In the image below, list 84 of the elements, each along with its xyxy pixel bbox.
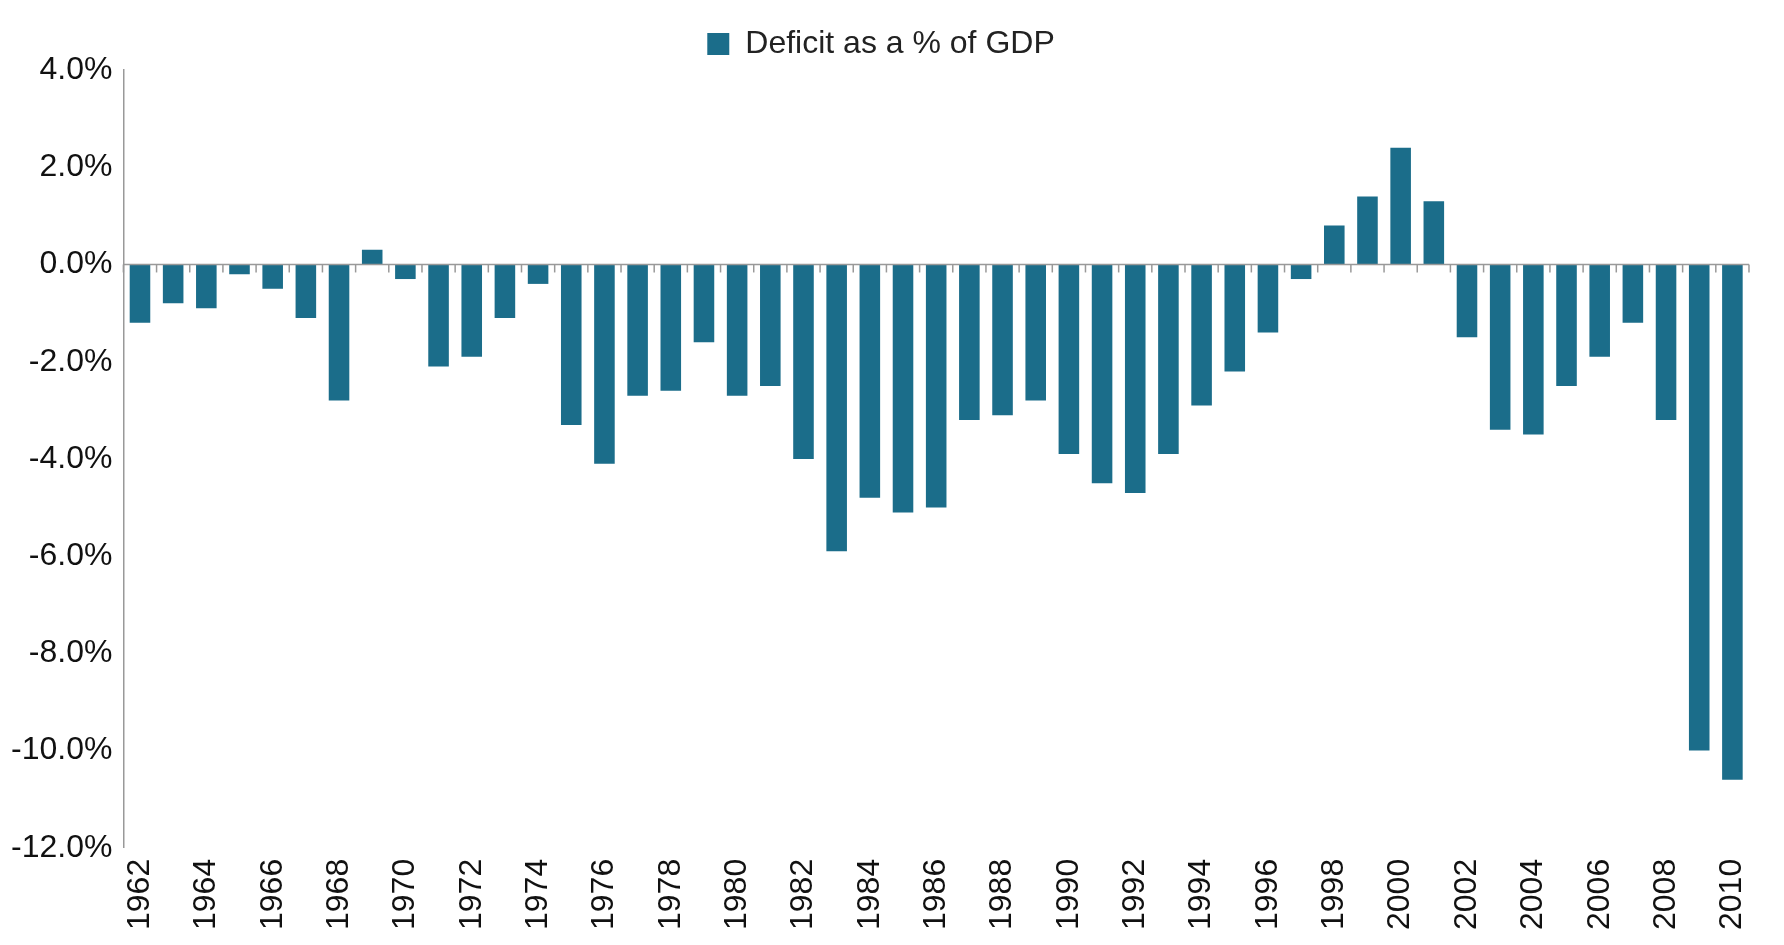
bar [196, 264, 217, 309]
bar [1390, 147, 1411, 265]
x-tick-label: 1998 [1314, 858, 1351, 930]
bar [1589, 264, 1610, 357]
x-tick-label: 1976 [584, 858, 621, 930]
x-tick-label: 2002 [1446, 858, 1483, 930]
bar [1556, 264, 1577, 386]
bar [494, 264, 516, 318]
x-tick-label: 1982 [783, 858, 820, 930]
bar [693, 264, 715, 343]
bar [1423, 201, 1445, 265]
x-tick-label: 1992 [1115, 858, 1152, 930]
bar [1523, 264, 1544, 435]
bar [262, 264, 283, 289]
bar [1456, 264, 1478, 338]
bar [1257, 264, 1279, 333]
y-tick-label: -12.0% [11, 827, 113, 864]
x-tick-label: 1962 [119, 858, 156, 930]
bar [1158, 264, 1179, 455]
y-tick-label: -2.0% [28, 341, 113, 378]
bar [1722, 264, 1743, 780]
bar [1224, 264, 1246, 372]
bar [560, 264, 582, 425]
x-tick-label: 1990 [1048, 858, 1085, 930]
x-tick-label: 1994 [1181, 858, 1218, 930]
legend-label: Deficit as a % of GDP [745, 23, 1055, 60]
bar [793, 264, 814, 459]
x-tick-label: 1986 [916, 858, 953, 930]
bar [892, 264, 914, 513]
bar [859, 264, 881, 498]
bar [627, 264, 648, 396]
bar [162, 264, 184, 304]
x-tick-label: 1978 [650, 858, 687, 930]
bar [527, 264, 549, 284]
bar [660, 264, 682, 391]
x-tick-label: 1970 [385, 858, 422, 930]
x-tick-label: 1968 [318, 858, 355, 930]
bar [129, 264, 151, 323]
x-tick-label: 1984 [849, 858, 886, 930]
bar [461, 264, 483, 357]
x-tick-label: 1964 [186, 858, 223, 930]
y-tick-label: -4.0% [28, 438, 113, 475]
bar [361, 249, 383, 265]
bar [726, 264, 748, 396]
bar [295, 264, 317, 318]
x-tick-label: 1988 [982, 858, 1019, 930]
bar [992, 264, 1013, 416]
bar [594, 264, 615, 464]
bar [1025, 264, 1046, 401]
y-tick-label: 2.0% [39, 147, 113, 184]
bar [1357, 196, 1378, 265]
x-tick-label: 2006 [1579, 858, 1616, 930]
bar [760, 264, 781, 386]
bar [428, 264, 449, 367]
y-tick-label: -8.0% [28, 633, 113, 670]
y-tick-label: 0.0% [39, 244, 113, 281]
bar [1091, 264, 1113, 484]
bar [1124, 264, 1146, 493]
x-tick-label: 1966 [252, 858, 289, 930]
x-tick-label: 1974 [517, 858, 554, 930]
x-tick-label: 2010 [1712, 858, 1749, 930]
x-tick-label: 2000 [1380, 858, 1417, 930]
bar [1688, 264, 1710, 751]
y-tick-label: 4.0% [39, 49, 113, 86]
bar [925, 264, 947, 508]
bar [1324, 225, 1345, 265]
x-tick-label: 2004 [1513, 858, 1550, 930]
x-tick-label: 2008 [1645, 858, 1682, 930]
bar [328, 264, 350, 401]
bar [229, 264, 250, 275]
bar [1290, 264, 1312, 280]
bar [826, 264, 847, 552]
bar [1622, 264, 1644, 323]
bar [1489, 264, 1511, 430]
x-tick-label: 1980 [716, 858, 753, 930]
x-tick-label: 1996 [1247, 858, 1284, 930]
x-tick-label: 1972 [451, 858, 488, 930]
bar [1655, 264, 1677, 421]
bar [959, 264, 980, 421]
y-tick-label: -6.0% [28, 535, 113, 572]
y-tick-label: -10.0% [11, 730, 113, 767]
bar [395, 264, 416, 280]
bar [1058, 264, 1080, 455]
bar [1191, 264, 1212, 406]
